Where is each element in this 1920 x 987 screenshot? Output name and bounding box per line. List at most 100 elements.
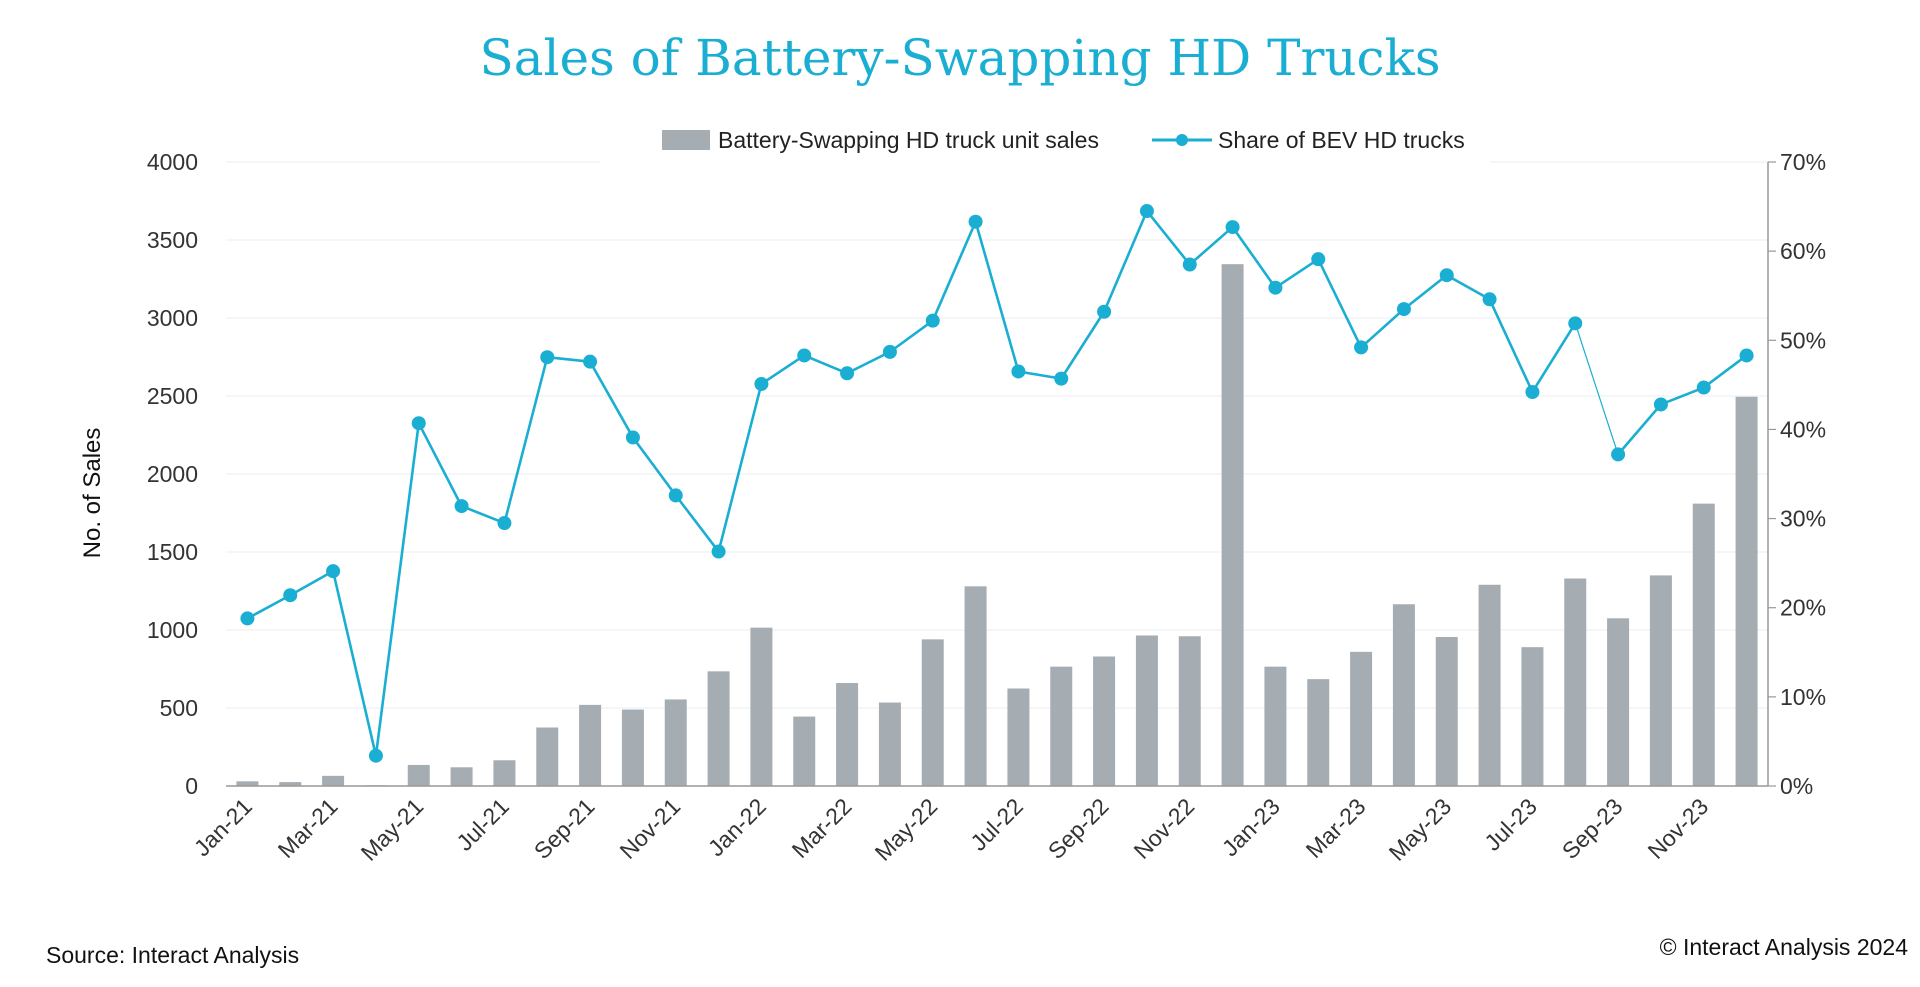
bar-Jul-22 (1007, 688, 1030, 786)
point-Mar-22 (840, 366, 855, 381)
y-axis-right-ticks: 0% 10% 20% 30% 40% 50% 60% 70% (1768, 149, 1826, 799)
bar-Jan-22 (750, 627, 773, 786)
point-Sep-23 (1611, 447, 1626, 462)
bar-Apr-22 (878, 702, 901, 786)
y-tick-label-left: 3500 (147, 227, 198, 253)
bar-May-22 (921, 639, 944, 786)
bar-Dec-23 (1735, 396, 1758, 786)
line-segment (417, 421, 463, 508)
line-segment (1574, 322, 1619, 455)
point-Jan-22 (754, 376, 769, 391)
point-Dec-21 (711, 544, 726, 559)
bar-Sep-22 (1093, 656, 1116, 786)
bar-Jul-21 (493, 760, 516, 786)
point-Jul-22 (1011, 364, 1026, 379)
y-tick-label-right: 0% (1780, 773, 1813, 799)
bar-Mar-23 (1350, 651, 1373, 786)
line-segment (1659, 386, 1706, 406)
line-segment (1531, 322, 1577, 394)
point-Jan-23 (1268, 280, 1283, 295)
point-Jan-21 (240, 611, 255, 626)
bar-Nov-21 (664, 699, 687, 786)
line-segment (1702, 354, 1748, 389)
bar-Aug-21 (536, 727, 559, 786)
bar-Dec-22 (1221, 264, 1244, 786)
point-Mar-23 (1354, 340, 1369, 355)
bar-Aug-23 (1564, 578, 1587, 786)
x-tick-label: May-22 (870, 793, 943, 866)
point-Apr-21 (368, 748, 383, 763)
y-tick-label-left: 4000 (147, 149, 198, 175)
x-axis-ticks: Jan-21 Mar-21 May-21 Jul-21 Sep-21 Nov-21 Jan-… (189, 793, 1713, 866)
y-axis-title: No. of Sales (79, 428, 106, 559)
line-segment (246, 593, 292, 620)
point-May-21 (411, 416, 426, 431)
legend-bar-swatch (662, 130, 710, 150)
y-tick-label-right: 20% (1780, 595, 1826, 621)
point-Apr-23 (1396, 302, 1411, 317)
line-segment (802, 354, 849, 375)
bar-Jan-21 (236, 781, 259, 786)
x-tick-label: Jul-21 (451, 793, 514, 856)
y-tick-label-left: 1500 (147, 539, 198, 565)
y-tick-label-right: 10% (1780, 684, 1826, 710)
bar-Mar-22 (836, 683, 859, 786)
point-Mar-21 (326, 564, 341, 579)
line-segment (674, 494, 720, 553)
x-tick-label: May-21 (356, 793, 429, 866)
point-Feb-22 (797, 348, 812, 363)
legend-bar-label: Battery-Swapping HD truck unit sales (718, 127, 1099, 153)
line-segment (1445, 273, 1491, 301)
line-segment (503, 355, 549, 525)
line-segment (760, 354, 806, 386)
legend: Battery-Swapping HD truck unit sales Sha… (662, 127, 1465, 153)
line-segment (331, 569, 378, 757)
y-tick-label-right: 50% (1780, 327, 1826, 353)
line-segment (1059, 310, 1106, 380)
point-Feb-23 (1311, 252, 1326, 267)
y-tick-label-left: 1000 (147, 617, 198, 643)
x-tick-label: Mar-22 (787, 793, 857, 863)
x-tick-label: Jul-22 (965, 793, 1028, 856)
legend-line-marker (1176, 134, 1188, 146)
y-tick-label-right: 60% (1780, 238, 1826, 264)
y-tick-label-left: 3000 (147, 305, 198, 331)
line-segment (931, 220, 977, 322)
point-Oct-21 (625, 430, 640, 445)
source-note: Source: Interact Analysis (46, 942, 299, 968)
line-segment (1402, 273, 1449, 311)
x-tick-label: Mar-21 (273, 793, 343, 863)
line-segment (374, 421, 421, 757)
line-segment (631, 436, 678, 497)
point-Aug-23 (1568, 316, 1583, 331)
x-tick-label: Sep-21 (529, 793, 600, 864)
axes (226, 162, 1769, 787)
bar-Feb-21 (279, 782, 302, 786)
bar-Oct-23 (1649, 575, 1672, 786)
x-tick-label: Jan-21 (189, 793, 257, 861)
x-tick-label: Nov-21 (614, 793, 685, 864)
line-segment (1274, 257, 1320, 289)
y-tick-label-right: 70% (1780, 149, 1826, 175)
bar-Oct-22 (1135, 635, 1158, 786)
line-segment (1188, 225, 1234, 266)
x-tick-label: Nov-23 (1642, 793, 1713, 864)
x-tick-label: Mar-23 (1301, 793, 1371, 863)
bar-Jun-21 (450, 767, 473, 786)
y-tick-label-left: 2500 (147, 383, 198, 409)
x-tick-label: Jan-23 (1217, 793, 1285, 861)
point-Jun-21 (454, 499, 469, 514)
bar-Sep-21 (579, 704, 602, 786)
y-tick-label-left: 0 (185, 773, 198, 799)
bar-Mar-21 (322, 775, 345, 786)
copyright-note: © Interact Analysis 2024 (1660, 934, 1909, 960)
line-segment (845, 350, 892, 375)
line-segment (1616, 403, 1663, 456)
point-Nov-22 (1182, 257, 1197, 272)
bar-Jan-23 (1264, 666, 1287, 786)
x-tick-label: Jul-23 (1479, 793, 1542, 856)
point-Sep-21 (583, 354, 598, 369)
point-Dec-23 (1739, 348, 1754, 363)
point-Aug-21 (540, 350, 555, 365)
